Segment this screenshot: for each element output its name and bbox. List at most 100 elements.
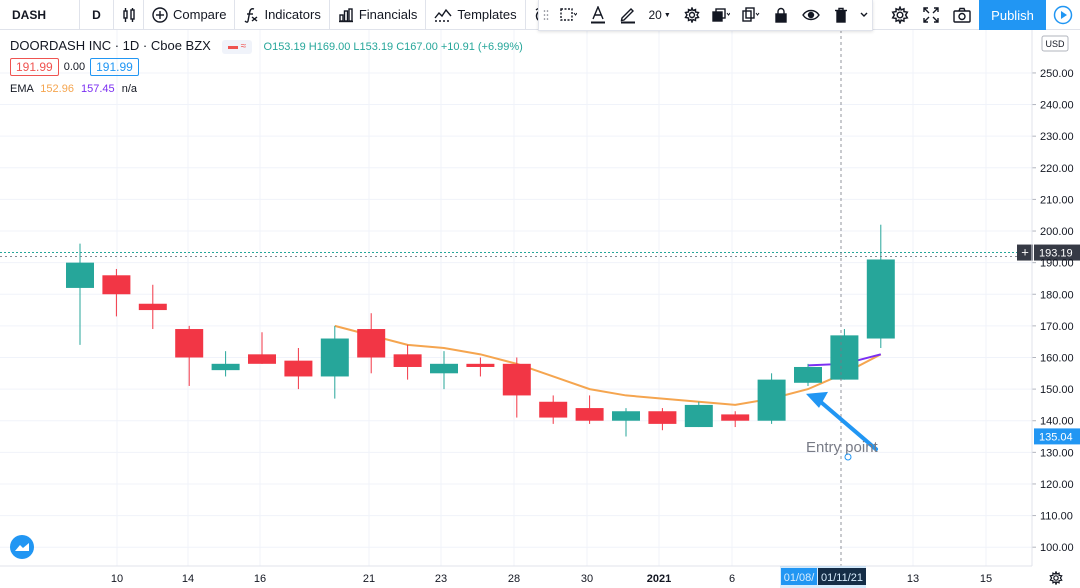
candle-body — [430, 363, 458, 374]
currency-label: USD — [1045, 39, 1065, 49]
axis-settings-button[interactable] — [1046, 568, 1066, 588]
camera-icon — [953, 7, 971, 23]
clone-button[interactable] — [736, 0, 766, 31]
add-order-box — [1017, 244, 1033, 261]
interval-button[interactable]: D — [80, 0, 114, 30]
plus-icon: + — [1021, 245, 1029, 260]
sell-price-button[interactable]: 191.99 — [10, 58, 59, 76]
time-tick-label: 2021 — [647, 573, 671, 585]
price-tick-label: 110.00 — [1040, 511, 1073, 523]
more-button[interactable] — [856, 0, 872, 31]
candles — [66, 224, 895, 437]
eye-icon — [802, 9, 820, 21]
bar-chart-icon — [338, 7, 353, 22]
drawing-toolbar: 20 ▼ — [538, 0, 873, 31]
trade-buttons: 191.99 0.00 191.99 — [10, 58, 139, 76]
drag-handle[interactable] — [539, 0, 553, 31]
time-tick-label: 21 — [363, 573, 375, 585]
candle-body — [102, 275, 131, 295]
price-tick-label: 130.00 — [1040, 447, 1074, 459]
font-size-select[interactable]: 20 ▼ — [643, 0, 677, 31]
pencil-icon — [620, 8, 635, 24]
snapshot-button[interactable] — [947, 0, 977, 30]
candle-body — [66, 262, 94, 288]
publish-label: Publish — [991, 7, 1034, 23]
ema-line — [334, 324, 882, 406]
time-tick-label: 28 — [508, 573, 520, 585]
collapse-legend-icon[interactable]: ▬ ≈ — [222, 39, 253, 54]
time-tick-label: 16 — [254, 573, 266, 585]
time-tick-label: 13 — [907, 573, 919, 585]
candle-body — [502, 363, 531, 396]
price-tick-label: 160.00 — [1040, 352, 1074, 364]
price-tick-label: 210.00 — [1040, 194, 1074, 206]
play-circle-icon — [1053, 5, 1073, 25]
chart-legend: DOORDASH INC · 1D · Cboe BZX ▬ ≈ O153.19… — [10, 38, 523, 55]
candle-body — [175, 329, 204, 358]
price-tick-label: 230.00 — [1040, 131, 1074, 143]
visual-order-button[interactable] — [706, 0, 736, 31]
templates-button[interactable]: Templates — [426, 0, 526, 30]
gear-icon — [683, 7, 700, 23]
current-price-box — [1034, 244, 1080, 261]
delete-button[interactable] — [826, 0, 856, 31]
indicators-button[interactable]: Indicators — [235, 0, 330, 30]
candle-body — [794, 366, 822, 383]
candle-body — [138, 303, 167, 311]
chart-style-button[interactable] — [114, 0, 144, 30]
line-color-button[interactable] — [613, 0, 643, 31]
gear-icon — [891, 6, 909, 24]
price-tick-label: 240.00 — [1040, 100, 1074, 112]
ema-value-3: n/a — [121, 83, 138, 95]
marker-price-box — [1034, 428, 1080, 445]
logo-icon — [15, 543, 29, 551]
candle-body — [320, 338, 349, 377]
symbol-label: DASH — [12, 7, 47, 22]
buy-price-button[interactable]: 191.99 — [90, 58, 139, 76]
fullscreen-icon — [923, 7, 939, 23]
fullscreen-button[interactable] — [916, 0, 946, 30]
plus-circle-icon — [152, 6, 168, 23]
publish-button[interactable]: Publish — [979, 0, 1046, 30]
time-marker-label: 01/11/21 — [821, 572, 863, 584]
price-tick-label: 170.00 — [1040, 321, 1074, 333]
ohlc-values: O153.19 H169.00 L153.19 C167.00 +10.91 (… — [263, 41, 523, 53]
ema-label: EMA — [10, 83, 34, 95]
trash-icon — [835, 7, 848, 23]
chart-settings-button[interactable] — [885, 0, 915, 30]
price-tick-label: 180.00 — [1040, 289, 1074, 301]
time-marker-box — [818, 568, 866, 585]
compare-button[interactable]: Compare — [144, 0, 236, 30]
cursor-dot — [844, 453, 852, 461]
ema-legend[interactable]: EMA 152.96 157.45 n/a — [10, 83, 137, 95]
time-tick-label: 30 — [581, 573, 593, 585]
tradingview-logo[interactable] — [10, 535, 34, 559]
financials-label: Financials — [358, 7, 418, 22]
settings-button[interactable] — [677, 0, 707, 31]
candle-body — [721, 414, 750, 421]
ema-value-2: 157.45 — [81, 83, 115, 95]
text-color-button[interactable] — [583, 0, 613, 31]
candles-icon — [122, 7, 135, 22]
entry-arrow-shaft — [814, 395, 878, 452]
fill-style-button[interactable] — [553, 0, 583, 31]
marker-price-label: 135.04 — [1039, 431, 1073, 443]
replay-button[interactable] — [1046, 0, 1080, 30]
dashed-square-icon — [560, 8, 577, 21]
chart-grid — [0, 30, 1032, 566]
symbol-title[interactable]: DOORDASH INC · 1D · Cboe BZX — [10, 38, 211, 53]
candle-body — [393, 354, 422, 367]
financials-button[interactable]: Financials — [330, 0, 427, 30]
price-tick-label: 100.00 — [1040, 542, 1074, 554]
candle-body — [684, 404, 713, 428]
spread-value: 0.00 — [63, 61, 86, 73]
time-tick-label: 6 — [729, 573, 735, 585]
gear-icon — [1049, 571, 1063, 585]
layers-icon — [712, 8, 731, 22]
price-tick-label: 120.00 — [1040, 479, 1074, 491]
lock-button[interactable] — [766, 0, 796, 31]
time-marker-label: 01/08/ — [784, 572, 816, 584]
hide-button[interactable] — [796, 0, 826, 31]
symbol-search[interactable]: DASH — [0, 0, 80, 30]
